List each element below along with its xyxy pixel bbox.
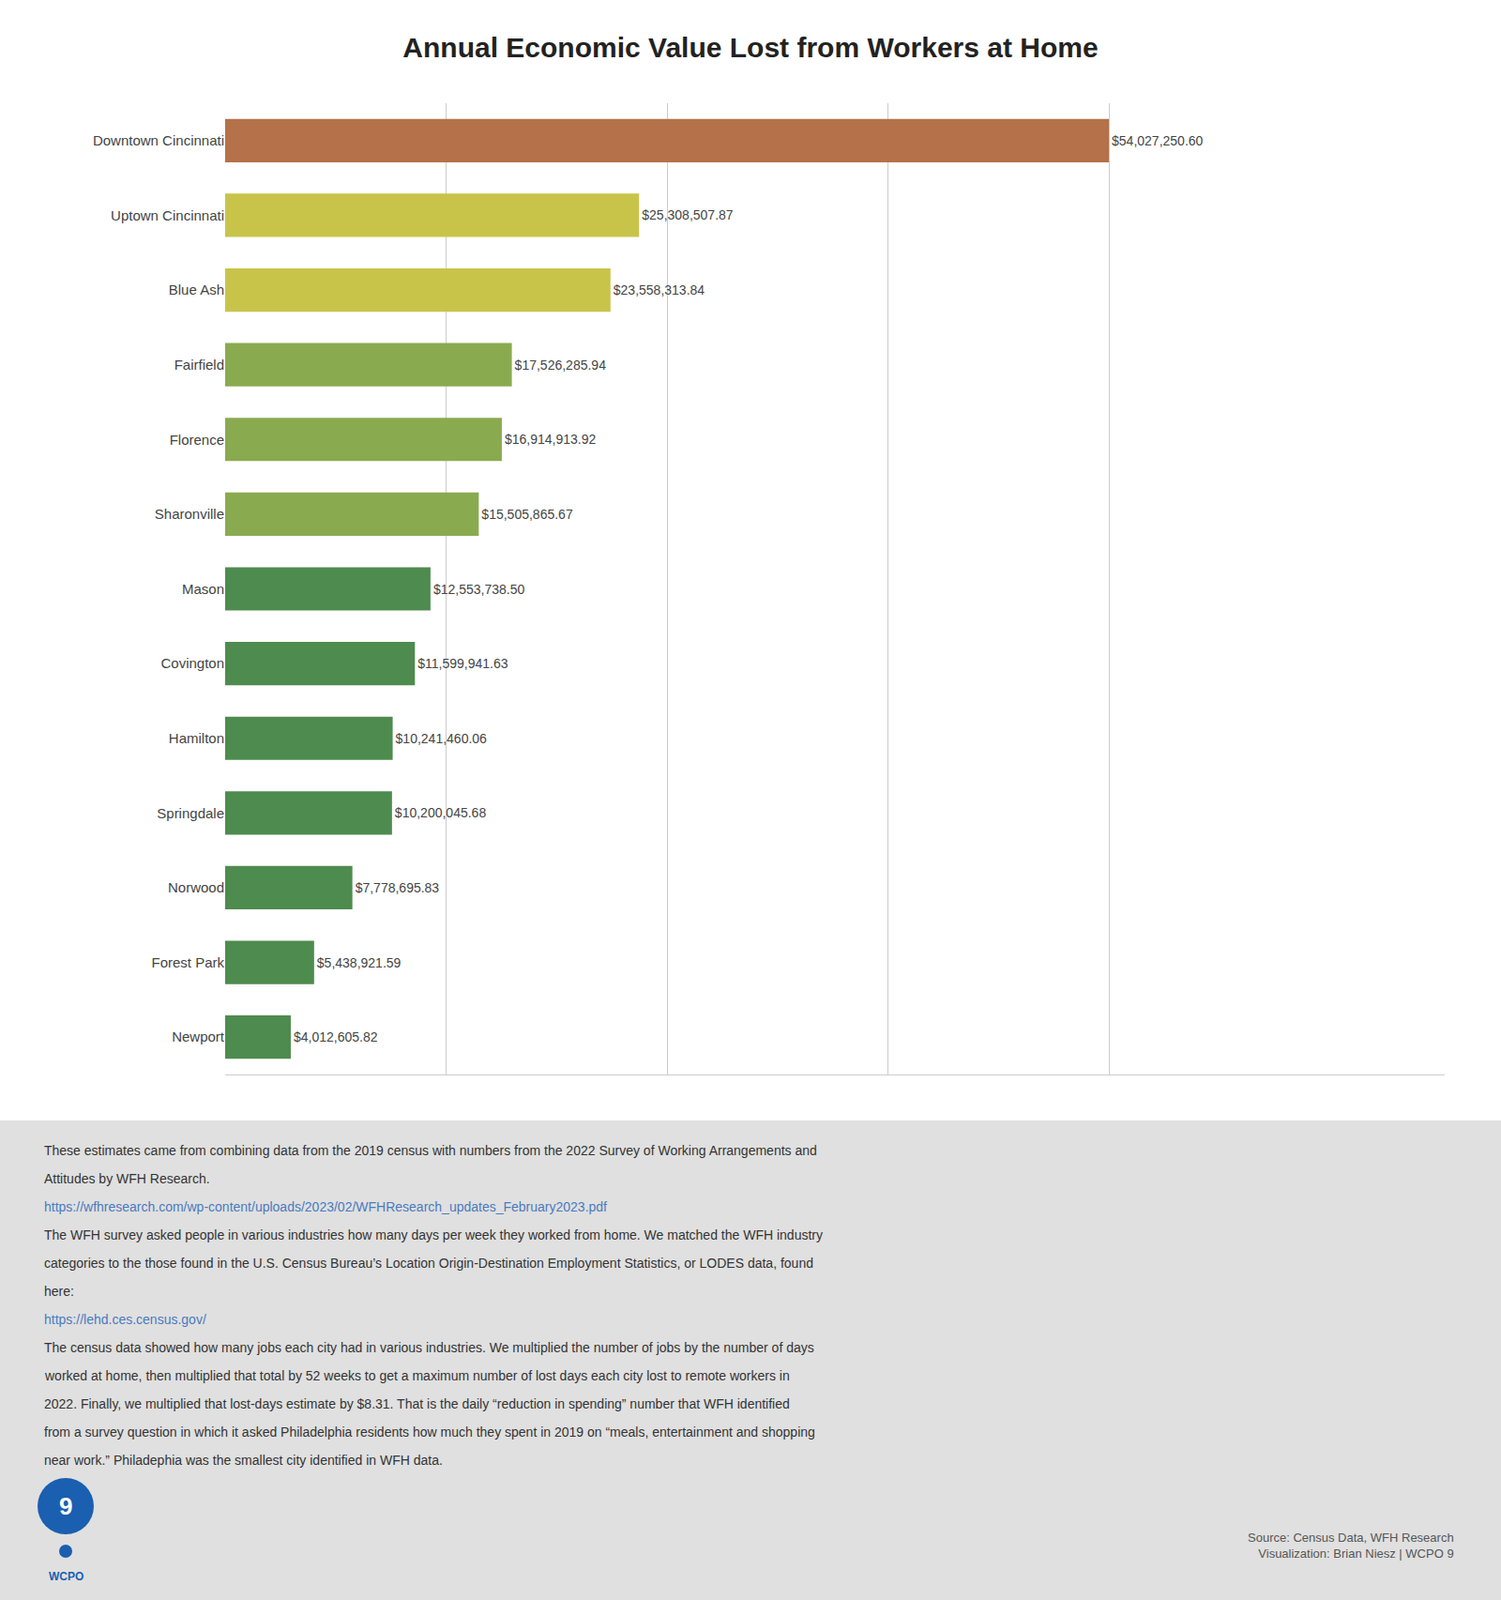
- svg-text:Attitudes by WFH Research.: Attitudes by WFH Research.: [44, 1170, 211, 1186]
- svg-text:2022. Finally, we multiplied t: 2022. Finally, we multiplied that lost-d…: [44, 1395, 790, 1411]
- svg-text:near work.” Philadephia was th: near work.” Philadephia was the smallest…: [44, 1452, 443, 1468]
- svg-text:Norwood: Norwood: [167, 879, 225, 895]
- svg-text:from a survey question in whic: from a survey question in which it asked…: [44, 1424, 816, 1440]
- svg-text:$11,599,941.63: $11,599,941.63: [417, 655, 508, 671]
- svg-text:Forest Park: Forest Park: [151, 954, 225, 971]
- svg-text:The WFH survey asked people in: The WFH survey asked people in various i…: [44, 1227, 823, 1243]
- svg-text:$23,558,313.84: $23,558,313.84: [613, 282, 706, 298]
- svg-text:$10,241,460.06: $10,241,460.06: [395, 730, 488, 746]
- svg-text:$7,778,695.83: $7,778,695.83: [355, 879, 440, 895]
- svg-text:Downtown Cincinnati: Downtown Cincinnati: [92, 132, 225, 149]
- svg-text:9: 9: [59, 1491, 73, 1520]
- svg-text:https://wfhresearch.com/wp-con: https://wfhresearch.com/wp-content/uploa…: [44, 1198, 607, 1214]
- svg-text:$17,526,285.94: $17,526,285.94: [515, 357, 607, 373]
- svg-text:$54,027,250.60: $54,027,250.60: [1111, 133, 1204, 149]
- svg-text:$16,914,913.92: $16,914,913.92: [504, 431, 597, 447]
- svg-text:Uptown Cincinnati: Uptown Cincinnati: [110, 207, 225, 224]
- svg-text:Florence: Florence: [169, 431, 225, 448]
- svg-text:$4,012,605.82: $4,012,605.82: [293, 1029, 379, 1045]
- svg-text:Newport: Newport: [171, 1028, 226, 1045]
- svg-text:Springdale: Springdale: [156, 804, 225, 821]
- svg-text:Annual Economic Value Lost fro: Annual Economic Value Lost from Workers …: [402, 31, 1098, 63]
- svg-text:Covington: Covington: [160, 654, 225, 671]
- svg-text:$15,505,865.67: $15,505,865.67: [481, 506, 574, 522]
- svg-text:Source: Census Data, WFH Resea: Source: Census Data, WFH ResearchVisuali…: [1247, 1530, 1455, 1561]
- svg-text:worked at home, then multiplie: worked at home, then multiplied that tot…: [44, 1367, 790, 1383]
- svg-text:here:: here:: [44, 1283, 75, 1299]
- svg-text:$5,438,921.59: $5,438,921.59: [317, 955, 402, 971]
- svg-text:categories to the those found: categories to the those found in the U.S…: [44, 1255, 814, 1271]
- svg-text:WCPO: WCPO: [48, 1569, 84, 1583]
- svg-text:$25,308,507.87: $25,308,507.87: [641, 207, 734, 223]
- svg-text:$10,200,045.68: $10,200,045.68: [394, 804, 487, 820]
- svg-text:Hamilton: Hamilton: [168, 729, 225, 746]
- svg-text:$12,553,738.50: $12,553,738.50: [433, 581, 526, 597]
- svg-text:Sharonville: Sharonville: [154, 505, 225, 522]
- svg-text:The census data showed how man: The census data showed how many jobs eac…: [44, 1339, 815, 1355]
- svg-text:Fairfield: Fairfield: [174, 356, 225, 373]
- svg-text:These estimates came from comb: These estimates came from combining data…: [44, 1142, 818, 1158]
- svg-text:Blue Ash: Blue Ash: [168, 281, 225, 298]
- svg-text:https://lehd.ces.census.gov/: https://lehd.ces.census.gov/: [44, 1311, 207, 1327]
- svg-text:Mason: Mason: [181, 580, 225, 597]
